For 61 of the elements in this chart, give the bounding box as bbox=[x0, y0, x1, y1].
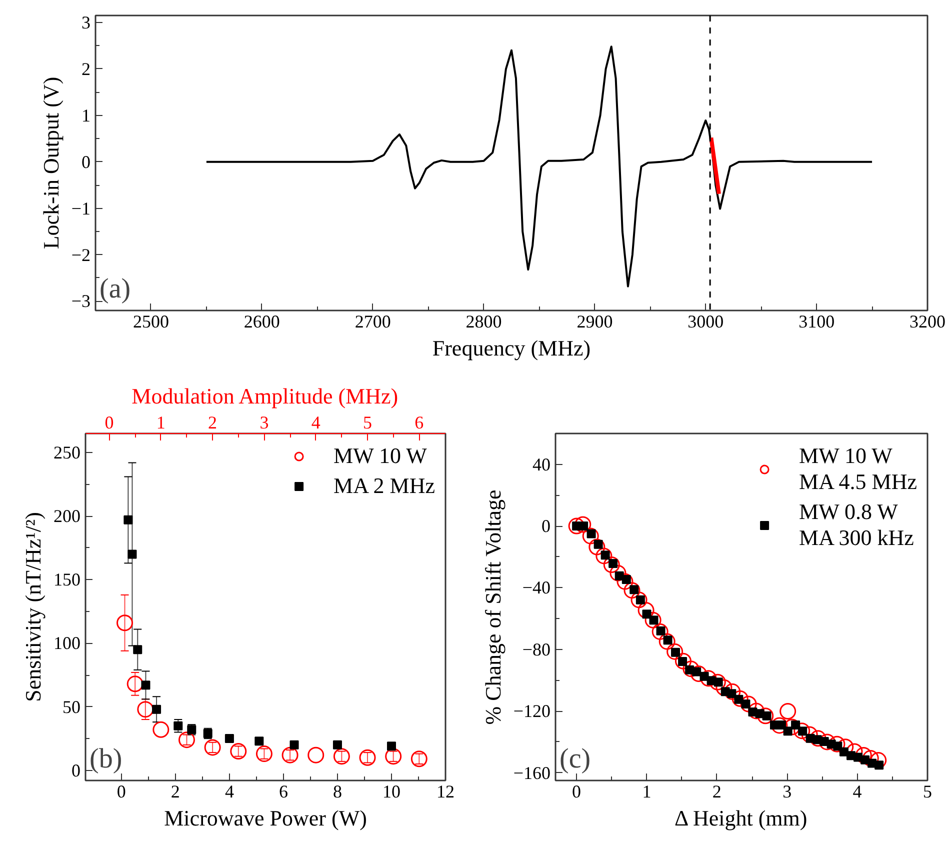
x-tick-label: 12 bbox=[436, 782, 454, 802]
x-tick-label: 1 bbox=[642, 782, 652, 802]
legend-label: MA 2 MHz bbox=[334, 473, 435, 499]
x-tick-label: 3 bbox=[782, 782, 792, 802]
x-tick-label: 2600 bbox=[244, 312, 280, 332]
y-tick-label: −40 bbox=[522, 578, 551, 598]
x-tick-label: 5 bbox=[923, 782, 932, 802]
y-tick-label: −160 bbox=[513, 762, 551, 783]
y-tick-label: 0 bbox=[72, 760, 80, 780]
x2-tick-label: 4 bbox=[311, 412, 320, 432]
x-axis-title: Microwave Power (W) bbox=[164, 806, 367, 830]
y-tick-label: 0 bbox=[82, 152, 90, 172]
x2-axis-title: Modulation Amplitude (MHz) bbox=[132, 384, 398, 408]
annotation: (b) bbox=[90, 744, 122, 774]
x-tick-label: 6 bbox=[278, 782, 288, 802]
x-tick-label: 2700 bbox=[354, 312, 391, 332]
y-axis-title: Lock-in Output (V) bbox=[38, 76, 64, 250]
x-tick-label: 2900 bbox=[576, 312, 613, 332]
x-tick-label: 2 bbox=[170, 782, 180, 802]
x2-tick-label: 3 bbox=[260, 412, 269, 432]
x-tick-label: 4 bbox=[852, 782, 862, 802]
y-tick-label: 50 bbox=[62, 696, 80, 717]
x-tick-label: 2 bbox=[712, 782, 722, 802]
y-tick-label: 100 bbox=[54, 633, 80, 654]
legend-label: MW 10 W MA 4.5 MHz bbox=[799, 443, 917, 495]
x2-tick-label: 2 bbox=[208, 412, 218, 432]
x-tick-label: 2500 bbox=[132, 312, 169, 332]
x2-tick-label: 0 bbox=[104, 412, 114, 432]
x-tick-label: 8 bbox=[332, 782, 342, 802]
x-tick-label: 0 bbox=[116, 782, 126, 802]
legend-label: MW 10 W bbox=[334, 443, 427, 469]
y-tick-label: 2 bbox=[82, 58, 90, 79]
y-tick-label: 1 bbox=[82, 105, 90, 126]
x-tick-label: 3100 bbox=[798, 312, 835, 332]
y-tick-label: 40 bbox=[532, 454, 550, 474]
x-axis-title: Frequency (MHz) bbox=[432, 336, 591, 360]
y-tick-label: −3 bbox=[71, 291, 91, 312]
annotation: (c) bbox=[560, 744, 591, 774]
annotation: (a) bbox=[100, 274, 131, 304]
x2-tick-label: 1 bbox=[156, 412, 166, 432]
x-tick-label: 3200 bbox=[910, 312, 946, 332]
y-tick-label: −2 bbox=[71, 244, 91, 265]
x2-tick-label: 5 bbox=[363, 412, 372, 432]
y-axis-title: Sensitivity (nT/Hz¹/²) bbox=[20, 512, 46, 702]
y-tick-label: 200 bbox=[54, 506, 80, 526]
x-tick-label: 0 bbox=[572, 782, 582, 802]
y-tick-label: 0 bbox=[542, 516, 550, 536]
y-tick-label: 3 bbox=[82, 12, 90, 32]
legend-label: MW 0.8 W MA 300 kHz bbox=[799, 499, 914, 551]
x2-tick-label: 6 bbox=[414, 412, 424, 432]
y-tick-label: −120 bbox=[513, 701, 551, 722]
x-tick-label: 3000 bbox=[688, 312, 724, 332]
x-tick-label: 10 bbox=[382, 782, 400, 802]
x-tick-label: 4 bbox=[224, 782, 234, 802]
x-axis-title: Δ Height (mm) bbox=[674, 806, 808, 830]
y-tick-label: −80 bbox=[522, 639, 551, 660]
x-tick-label: 2800 bbox=[466, 312, 502, 332]
y-tick-label: 150 bbox=[54, 570, 80, 590]
y-tick-label: 250 bbox=[54, 442, 80, 463]
y-axis-title: % Change of Shift Voltage bbox=[480, 490, 506, 725]
y-tick-label: −1 bbox=[71, 198, 91, 218]
